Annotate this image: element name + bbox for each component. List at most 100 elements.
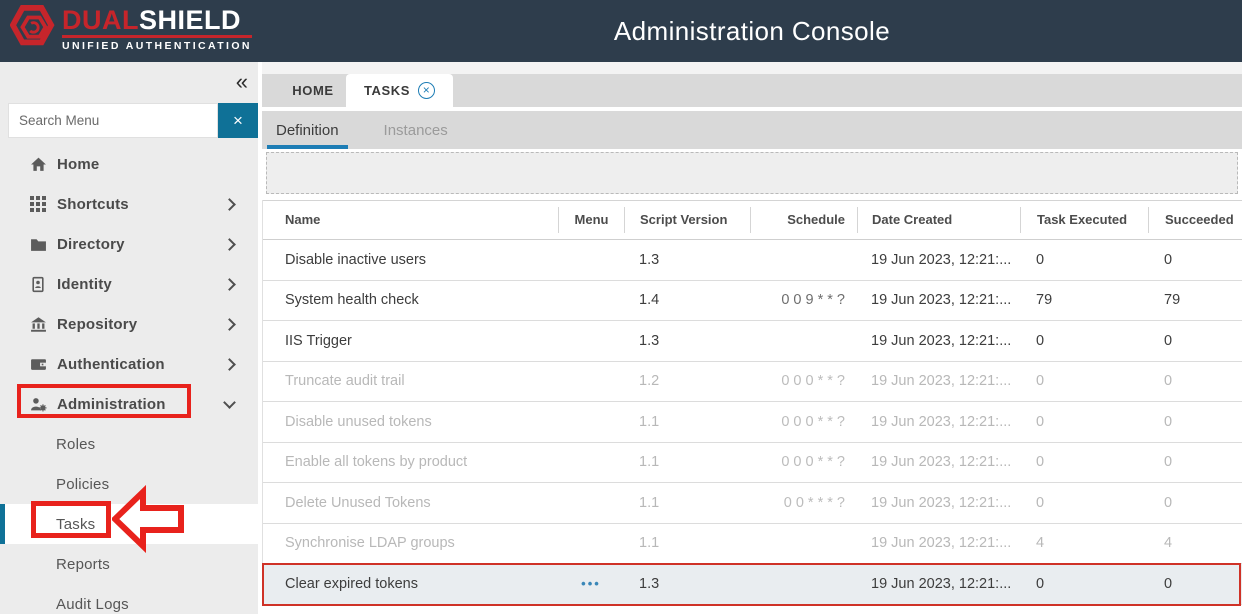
cell-name: Truncate audit trail (285, 373, 405, 390)
tab-bar: HOME TASKS × (262, 74, 1242, 107)
sidebar-item-authentication[interactable]: Authentication (0, 344, 258, 384)
chevron-right-icon (223, 197, 236, 211)
sidebar-item-reports[interactable]: Reports (0, 544, 258, 584)
column-header-succeeded[interactable]: Succeeded (1148, 207, 1242, 233)
column-header-script-version[interactable]: Script Version (624, 207, 750, 233)
subtab-instances[interactable]: Instances (383, 121, 448, 139)
cell-script-version: 1.2 (639, 373, 660, 390)
cell-date-created: 19 Jun 2023, 12:21:... (871, 494, 1012, 511)
cell-succeeded: 79 (1164, 292, 1181, 309)
close-tab-icon[interactable]: × (418, 82, 436, 99)
sidebar-item-label: Repository (57, 315, 138, 333)
logo-text: DUALSHIELD UNIFIED AUTHENTICATION (62, 4, 252, 52)
table-row-synchronise-ldap-groups[interactable]: Synchronise LDAP groups 1.1 19 Jun 2023, 1… (263, 524, 1242, 564)
cell-task-executed: 0 (1036, 251, 1045, 268)
sidebar-item-label: Authentication (57, 355, 165, 373)
collapse-sidebar-button[interactable]: « (235, 69, 248, 94)
cell-succeeded: 0 (1164, 251, 1173, 268)
dualshield-hexagon-icon (10, 5, 55, 46)
row-menu-dots-icon[interactable]: ••• (581, 576, 601, 592)
sidebar-item-administration[interactable]: Administration (0, 384, 258, 424)
table-row-iis-trigger[interactable]: IIS Trigger 1.3 19 Jun 2023, 12:21:... 0 0 (263, 321, 1242, 362)
cell-succeeded: 0 (1164, 454, 1173, 471)
cell-name: System health check (285, 292, 419, 309)
table-row-clear-expired-tokens[interactable]: Clear expired tokens ••• 1.3 19 Jun 2023, 1… (263, 564, 1242, 605)
sidebar-menu: Home Shortcuts Directory Identity Repository… (0, 144, 258, 614)
table-row-truncate-audit-trail[interactable]: Truncate audit trail 1.2 0 0 0 * * ? 19 Jun… (263, 362, 1242, 402)
top-strip (262, 62, 1242, 74)
cell-succeeded: 0 (1164, 575, 1173, 592)
cell-script-version: 1.3 (639, 332, 660, 349)
cell-name: Synchronise LDAP groups (285, 535, 455, 552)
cell-date-created: 19 Jun 2023, 12:21:... (871, 575, 1012, 592)
table-row-disable-unused-tokens[interactable]: Disable unused tokens 1.1 0 0 0 * * ? 19 Ju… (263, 402, 1242, 443)
sidebar-item-label: Shortcuts (57, 195, 129, 213)
sidebar-item-policies[interactable]: Policies (0, 464, 258, 504)
cell-task-executed: 79 (1036, 292, 1053, 309)
cell-task-executed: 4 (1036, 535, 1045, 552)
cell-succeeded: 0 (1164, 373, 1173, 390)
sidebar-item-label: Administration (57, 395, 166, 413)
wallet-icon (30, 355, 48, 373)
tab-tasks[interactable]: TASKS × (346, 74, 453, 107)
table-row-enable-all-tokens-by-product[interactable]: Enable all tokens by product 1.1 0 0 0 * *… (263, 443, 1242, 483)
cell-task-executed: 0 (1036, 454, 1045, 471)
logo-underline (62, 34, 252, 38)
cell-schedule: 0 0 * * * ? (783, 494, 845, 511)
app-header: DUALSHIELD UNIFIED AUTHENTICATION Admini… (0, 0, 1242, 62)
sidebar-item-label: Audit Logs (56, 595, 129, 613)
search-input[interactable] (8, 103, 218, 138)
sidebar-item-repository[interactable]: Repository (0, 304, 258, 344)
sidebar-item-label: Roles (56, 435, 96, 453)
cell-name: Disable inactive users (285, 251, 427, 268)
chevron-right-icon (223, 317, 236, 331)
table-row-disable-inactive-users[interactable]: Disable inactive users 1.3 19 Jun 2023, 12… (263, 240, 1242, 281)
sidebar-item-shortcuts[interactable]: Shortcuts (0, 184, 258, 224)
chevron-right-icon (223, 237, 236, 251)
dualshield-logo: DUALSHIELD UNIFIED AUTHENTICATION (10, 5, 252, 53)
cell-name: Disable unused tokens (285, 413, 432, 430)
table-header-row: Name Menu Script Version Schedule Date Creat… (263, 200, 1242, 240)
sidebar-item-label: Reports (56, 555, 110, 573)
cell-task-executed: 0 (1036, 332, 1045, 349)
logo-tagline: UNIFIED AUTHENTICATION (62, 39, 252, 52)
cell-schedule: 0 0 0 * * ? (781, 373, 845, 390)
cell-script-version: 1.1 (639, 454, 660, 471)
home-icon (30, 155, 48, 173)
brand-name: DUALSHIELD (62, 4, 242, 35)
table-row-delete-unused-tokens[interactable]: Delete Unused Tokens 1.1 0 0 * * * ? 19 Jun… (263, 483, 1242, 524)
sidebar-item-tasks[interactable]: Tasks (0, 504, 258, 544)
table-row-system-health-check[interactable]: System health check 1.4 0 0 9 * * ? 19 Jun … (263, 281, 1242, 321)
column-header-schedule[interactable]: Schedule (750, 207, 857, 233)
subtab-definition[interactable]: Definition (267, 111, 348, 149)
cell-date-created: 19 Jun 2023, 12:21:... (871, 292, 1012, 309)
cell-schedule: 0 0 9 * * ? (781, 292, 845, 309)
cell-task-executed: 0 (1036, 575, 1045, 592)
chevron-right-icon (223, 277, 236, 291)
cell-date-created: 19 Jun 2023, 12:21:... (871, 332, 1012, 349)
cell-schedule: 0 0 0 * * ? (781, 413, 845, 430)
sidebar-item-home[interactable]: Home (0, 144, 258, 184)
sidebar-item-roles[interactable]: Roles (0, 424, 258, 464)
cell-schedule: 0 0 0 * * ? (781, 454, 845, 471)
tab-home[interactable]: HOME (280, 74, 346, 107)
sidebar-item-identity[interactable]: Identity (0, 264, 258, 304)
tab-label: TASKS (363, 83, 411, 98)
sidebar-item-label: Home (57, 155, 100, 173)
cell-succeeded: 4 (1164, 535, 1173, 552)
selected-item-indicator (0, 504, 5, 544)
cell-date-created: 19 Jun 2023, 12:21:... (871, 535, 1012, 552)
cell-date-created: 19 Jun 2023, 12:21:... (871, 454, 1012, 471)
chevron-right-icon (223, 357, 236, 371)
column-header-menu[interactable]: Menu (558, 207, 624, 233)
cell-date-created: 19 Jun 2023, 12:21:... (871, 373, 1012, 390)
column-header-date-created[interactable]: Date Created (857, 207, 1020, 233)
column-header-task-executed[interactable]: Task Executed (1020, 207, 1148, 233)
column-header-name[interactable]: Name (285, 212, 321, 227)
toolbar-area (266, 152, 1238, 194)
sidebar-item-audit-logs[interactable]: Audit Logs (0, 584, 258, 614)
search-clear-button[interactable]: × (218, 103, 258, 138)
cell-script-version: 1.1 (639, 494, 660, 511)
sidebar-item-directory[interactable]: Directory (0, 224, 258, 264)
cell-name: Delete Unused Tokens (285, 494, 431, 511)
